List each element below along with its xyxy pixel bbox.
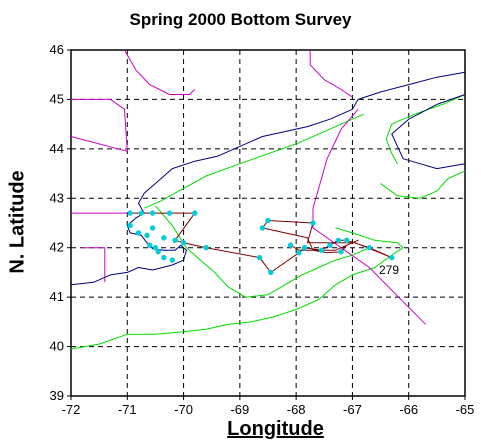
station-point [149,225,156,231]
station-point [256,254,263,261]
station-point [268,269,274,276]
station-point [147,242,153,248]
station-point [296,249,302,256]
station-point [301,245,308,251]
y-tick-label: 39 [50,388,64,403]
x-tick-label: -71 [118,402,137,417]
y-tick-label: 46 [50,42,64,57]
y-tick-label: 41 [50,289,64,304]
station-point [152,245,159,251]
contour-browns-line [380,170,466,199]
station-label: 279 [379,263,399,277]
station-point [338,248,344,255]
map-title: Spring 2000 Bottom Survey [129,10,352,29]
x-tick-label: -69 [230,402,249,417]
station-point [180,240,187,246]
station-point [127,222,133,229]
x-tick-label: -65 [456,402,475,417]
y-tick-label: 43 [50,190,64,205]
station-point [265,217,271,224]
depth-contours [70,94,466,350]
station-point [287,242,294,248]
x-tick-label: -68 [287,402,306,417]
contour-georges-line [155,205,370,298]
x-axis-label-wrap: Longitude [0,418,481,441]
boundary-ri-line [82,247,106,283]
hague-line-line [312,108,426,325]
station-point [166,210,173,216]
contour-gom-line [143,113,364,209]
tick-labels: -72 -71 -70 -69 -68 -67 -66 -65 39 40 41 42 43 44 45 46 [50,42,475,417]
stations [127,210,395,276]
x-tick-label: -70 [174,402,193,417]
x-tick-label: -72 [62,402,81,417]
station-point [135,230,142,236]
boundaries [70,49,426,325]
coastline-nova-scotia-line [391,94,466,170]
station-point [366,245,373,251]
coastline [70,71,466,286]
boundary-us-canada-line [124,49,196,95]
boundary-maine-nb-line [309,50,353,98]
station-point [192,210,198,216]
y-tick-label: 40 [50,339,64,354]
station-point [389,254,395,261]
x-tick-label: -67 [343,402,362,417]
y-tick-label: 44 [50,141,64,156]
station-point [344,237,350,244]
x-axis-label: Longitude [227,418,324,440]
station-point [155,248,161,255]
station-point [259,225,266,231]
station-point [318,247,325,253]
x-tick-label: -66 [399,402,418,417]
annotations: 279 [379,263,399,277]
station-point [144,232,150,239]
y-axis-label: N. Latitude [6,170,29,274]
station-point [310,220,316,226]
station-point [169,257,176,263]
boundary-nh-line [70,98,128,152]
station-point [149,210,156,216]
contour-ns-line [385,94,466,164]
station-point [127,210,133,216]
station-point [172,237,178,244]
y-tick-label: 45 [50,91,64,106]
y-tick-label: 42 [50,240,64,255]
station-point [327,242,333,248]
station-point [335,237,342,244]
contour-shelf-line [70,227,404,350]
coastline-main-line [70,71,466,286]
station-point [161,235,167,241]
station-point [138,210,145,216]
station-point [161,254,167,261]
station-point [203,245,209,251]
